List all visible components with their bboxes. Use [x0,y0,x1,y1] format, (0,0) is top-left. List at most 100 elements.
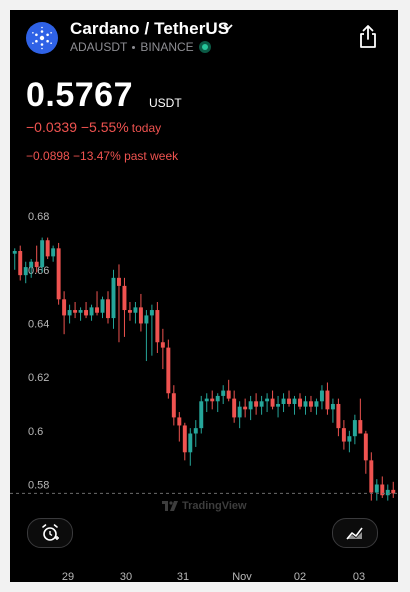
exchange-name: BINANCE [140,40,194,54]
candle-body [122,285,127,311]
candle-body [303,401,308,407]
candle-body [325,390,330,410]
ticker-symbol: ADAUSDT [70,40,128,54]
candle-body [369,460,374,493]
candle-body [215,395,220,402]
candle-body [78,310,83,313]
y-tick-label: 0.66 [28,265,49,277]
candle-body [62,299,67,316]
candle-body [193,428,198,434]
candle-body [226,390,231,399]
indicator-icon [346,527,363,540]
candle-body [210,398,215,402]
symbol-header[interactable]: Cardano / TetherUS ADAUSDT BINANCE [10,10,398,70]
candle-body [270,398,275,407]
symbol-subtitle: ADAUSDT BINANCE [70,40,211,54]
last-price: 0.5767 [26,76,133,114]
change-week: −0.0898 −13.47% past week [26,149,179,163]
candle-body [292,398,297,404]
candle-body [308,401,313,407]
candle-body [111,277,116,319]
candle-body [45,240,50,257]
candle-body [347,436,352,442]
candle-body [276,403,281,407]
candle-body [259,401,264,407]
candle-body [358,420,363,434]
change-today-value: −0.0339 −5.55% [26,119,129,135]
add-alert-button[interactable] [27,518,73,548]
candle-body [95,307,100,313]
candle-body [363,433,368,461]
candle-body [265,398,270,402]
candle-body [177,417,182,426]
tradingview-logo-icon [162,501,178,511]
tradingview-watermark: TradingView [162,500,247,512]
candle-body [254,401,259,407]
candle-body [67,310,72,316]
candle-body [336,403,341,429]
candle-body [133,307,138,313]
x-tick-label: 31 [177,571,189,582]
share-icon[interactable] [356,24,380,50]
candle-body [287,398,292,404]
candle-body [243,406,248,410]
candle-body [116,277,121,286]
candle-body [127,310,132,313]
candle-body [374,484,379,493]
y-tick-label: 0.62 [28,372,49,384]
candle-body [341,428,346,442]
candle-body [106,299,110,319]
candle-body [40,240,45,268]
candle-body [352,420,357,437]
candle-body [281,398,286,404]
y-tick-label: 0.68 [28,211,49,223]
candle-body [237,406,242,418]
chevron-down-icon[interactable] [222,20,234,36]
separator-dot [132,45,136,49]
price-chart[interactable]: 0.68 0.66 0.64 0.62 0.6 0.58 29 30 31 Nov 02 03 [10,200,398,582]
candle-body [182,425,187,453]
candle-body [298,398,302,407]
change-today-suffix: today [131,121,162,135]
candle-body [171,393,176,418]
candle-body [23,267,28,276]
candle-body [144,315,149,324]
change-today: −0.0339 −5.55% today [26,119,161,135]
cardano-logo-icon [26,22,58,54]
candle-body [29,261,34,268]
candle-body [138,307,143,324]
candle-body [248,401,253,410]
candle-body [166,347,171,394]
candle-body [380,484,385,496]
market-status-icon [198,41,211,53]
x-tick-label: 02 [294,571,306,582]
candle-body [232,398,237,418]
candle-body [89,307,94,316]
candle-body [18,250,23,276]
x-tick-label: Nov [232,571,252,582]
candle-body [221,390,226,396]
candle-body [84,310,89,316]
app-screen: Cardano / TetherUS ADAUSDT BINANCE 0.576… [10,10,398,582]
candle-body [100,299,105,313]
x-tick-label: 30 [120,571,132,582]
symbol-title[interactable]: Cardano / TetherUS [70,19,230,38]
candle-body [188,433,193,453]
candle-body [385,489,390,496]
candle-body [330,403,335,410]
indicators-button[interactable] [332,518,378,548]
candle-body [73,310,78,313]
candle-body [319,390,324,402]
y-tick-label: 0.64 [28,318,49,330]
price-unit: USDT [149,96,182,110]
alarm-add-icon [42,524,59,541]
candle-body [199,401,204,429]
candle-body [204,398,209,402]
y-tick-label: 0.58 [28,480,49,492]
candle-body [12,250,17,254]
y-tick-label: 0.6 [28,426,43,438]
x-tick-label: 03 [353,571,365,582]
candle-body [149,310,154,316]
candle-body [34,261,39,268]
candle-body [51,248,56,257]
